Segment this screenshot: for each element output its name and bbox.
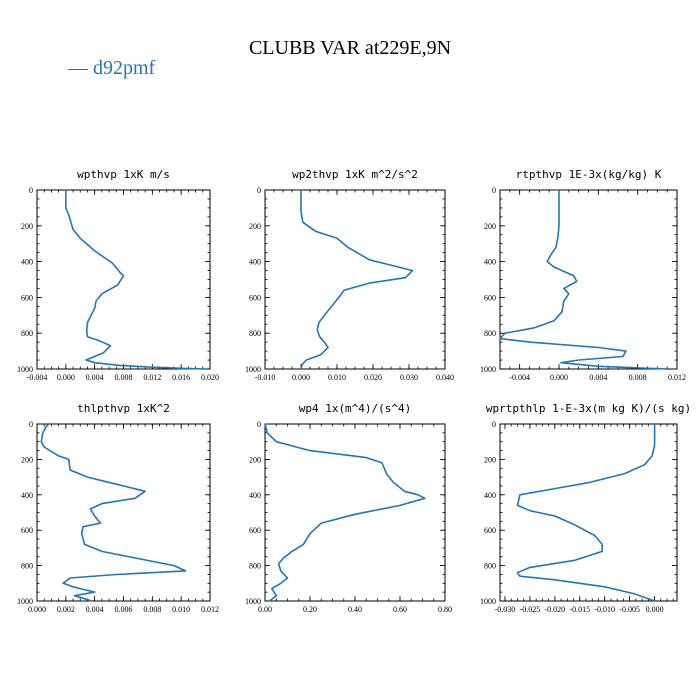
x-tick-label: 0.000: [28, 605, 46, 614]
x-tick-label: 0.004: [86, 605, 104, 614]
series-line: [40, 423, 187, 602]
x-tick-label: 0.40: [348, 605, 362, 614]
figure-title: CLUBB VAR at229E,9N: [249, 37, 451, 59]
x-tick-label: -0.025: [520, 605, 541, 614]
chart-panel-2: wp2thvp 1xK m^2/s^2 0 200 400 600 800 1000-0.0…: [245, 168, 454, 382]
x-tick-label: 0.00: [258, 605, 272, 614]
y-tick-label: 200: [21, 222, 33, 231]
panel-title: rtpthvp 1E-3x(kg/kg) K: [516, 168, 662, 181]
y-tick-label: 0: [29, 186, 33, 195]
x-tick-label: 0.008: [143, 605, 161, 614]
series-line: [65, 190, 207, 370]
y-tick-label: 600: [249, 526, 261, 535]
x-tick-label: -0.005: [619, 605, 640, 614]
x-tick-label: 0.030: [400, 373, 418, 382]
y-tick-label: 0: [492, 186, 496, 195]
y-tick-label: 200: [21, 455, 33, 464]
y-tick-label: 200: [484, 455, 496, 464]
x-tick-label: 0.000: [57, 373, 75, 382]
x-tick-label: -0.010: [255, 373, 276, 382]
x-tick-label: 0.000: [550, 373, 568, 382]
panel-title: wprtpthlp 1-E-3x(m kg K)/(s kg): [486, 402, 691, 415]
y-tick-label: 400: [21, 491, 33, 500]
x-tick-label: 0.008: [629, 373, 647, 382]
x-tick-label: 0.020: [364, 373, 382, 382]
y-tick-label: 800: [249, 562, 261, 571]
x-tick-label: 0.020: [201, 373, 219, 382]
x-tick-label: 0.000: [646, 605, 664, 614]
y-tick-label: 400: [484, 491, 496, 500]
series-line: [516, 424, 656, 602]
series-line: [499, 190, 668, 370]
x-tick-label: 0.040: [436, 373, 454, 382]
x-tick-label: 0.20: [303, 605, 317, 614]
plot-frame: [264, 189, 446, 370]
y-tick-label: 0: [29, 420, 33, 429]
y-tick-label: 200: [484, 222, 496, 231]
y-tick-label: 800: [249, 329, 261, 338]
x-tick-label: -0.030: [495, 605, 516, 614]
x-tick-label: 0.008: [115, 373, 133, 382]
y-tick-label: 400: [249, 491, 261, 500]
x-tick-label: 0.006: [115, 605, 133, 614]
y-tick-label: 1000: [17, 597, 33, 606]
y-tick-label: 800: [484, 562, 496, 571]
plot-frame: [499, 423, 678, 602]
y-tick-label: 0: [257, 420, 261, 429]
chart-panel-6: wprtpthlp 1-E-3x(m kg K)/(s kg) 0 200 400 60…: [480, 402, 691, 614]
y-tick-label: 800: [484, 329, 496, 338]
x-tick-label: -0.015: [569, 605, 590, 614]
x-tick-label: 0.010: [172, 605, 190, 614]
x-tick-label: 0.012: [201, 605, 219, 614]
y-tick-label: 600: [21, 526, 33, 535]
panel-title: wp2thvp 1xK m^2/s^2: [292, 168, 418, 181]
y-tick-label: 0: [492, 420, 496, 429]
x-tick-label: 0.012: [668, 373, 686, 382]
y-tick-label: 0: [257, 186, 261, 195]
plot-frame: [264, 423, 446, 602]
panel-title: wpthvp 1xK m/s: [77, 168, 170, 181]
chart-panel-1: wpthvp 1xK m/s 0 200 400 600 800 1000-0.004 0.0…: [17, 168, 219, 382]
x-tick-label: 0.002: [57, 605, 75, 614]
y-tick-label: 400: [21, 258, 33, 267]
y-tick-label: 1000: [480, 597, 496, 606]
y-tick-label: 200: [249, 455, 261, 464]
y-tick-label: 400: [484, 258, 496, 267]
y-tick-label: 600: [21, 293, 33, 302]
y-tick-label: 1000: [17, 365, 33, 374]
x-tick-label: 0.80: [438, 605, 452, 614]
x-tick-label: -0.004: [509, 373, 530, 382]
y-tick-label: 600: [249, 293, 261, 302]
x-tick-label: -0.010: [594, 605, 615, 614]
panel-title: thlpthvp 1xK^2: [77, 402, 170, 415]
y-tick-label: 800: [21, 329, 33, 338]
chart-panel-3: rtpthvp 1E-3x(kg/kg) K 0 200 400 600 800 1000 -…: [480, 168, 686, 382]
legend-entry: — d92pmf: [67, 57, 156, 79]
y-tick-label: 1000: [245, 597, 261, 606]
y-tick-label: 800: [21, 562, 33, 571]
y-tick-label: 200: [249, 222, 261, 231]
plot-frame: [36, 189, 211, 370]
x-tick-label: -0.004: [27, 373, 48, 382]
x-tick-label: 0.000: [292, 373, 310, 382]
x-tick-label: 0.004: [589, 373, 607, 382]
x-tick-label: 0.60: [393, 605, 407, 614]
series-line: [264, 423, 426, 602]
y-tick-label: 1000: [480, 365, 496, 374]
series-line: [300, 190, 414, 370]
x-tick-label: 0.004: [86, 373, 104, 382]
y-tick-label: 600: [484, 526, 496, 535]
x-tick-label: -0.020: [545, 605, 566, 614]
x-tick-label: 0.016: [172, 373, 190, 382]
panel-title: wp4 1x(m^4)/(s^4): [299, 402, 412, 415]
x-tick-label: 0.012: [143, 373, 161, 382]
y-tick-label: 400: [249, 258, 261, 267]
y-tick-label: 600: [484, 293, 496, 302]
y-tick-label: 1000: [245, 365, 261, 374]
x-tick-label: 0.010: [328, 373, 346, 382]
